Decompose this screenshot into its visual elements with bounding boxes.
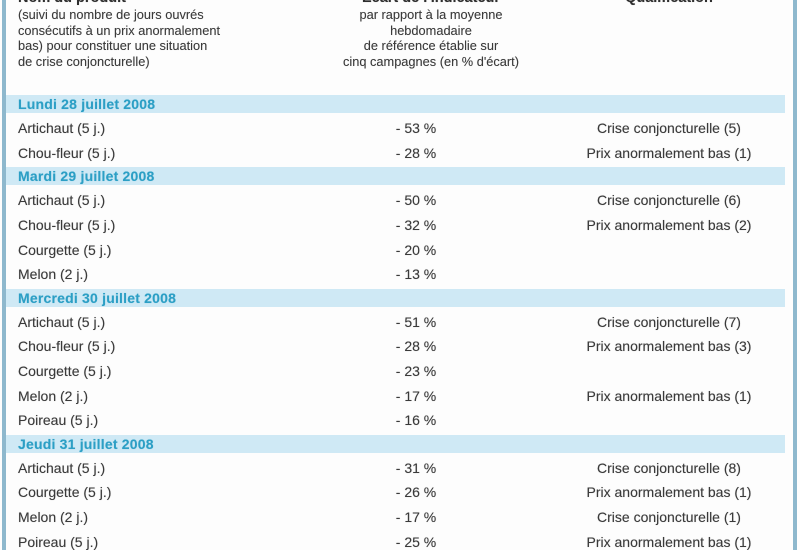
qualification-cell: Prix anormalement bas (1) bbox=[586, 144, 752, 161]
price-crisis-table: Nom du produit (suivi du nombre de jours… bbox=[6, 0, 793, 550]
product-cell: Courgette (5 j.) bbox=[18, 363, 112, 380]
ecart-cell: - 20 % bbox=[395, 241, 437, 258]
table-row: Chou-fleur (5 j.) - 28 % Prix anormaleme… bbox=[6, 141, 793, 166]
ecart-cell: - 31 % bbox=[395, 459, 437, 476]
section-date-label: Jeudi 31 juillet 2008 bbox=[18, 435, 154, 452]
column-subtitle-indicator-line: de référence établie sur bbox=[363, 38, 499, 53]
qualification-cell: Crise conjoncturelle (7) bbox=[597, 313, 741, 330]
qualification-cell: Prix anormalement bas (1) bbox=[586, 484, 752, 501]
product-cell: Melon (2 j.) bbox=[18, 509, 89, 526]
ecart-cell: - 26 % bbox=[395, 484, 437, 501]
table-row: Chou-fleur (5 j.) - 32 % Prix anormaleme… bbox=[6, 213, 793, 238]
section-date-band: Mercredi 30 juillet 2008 bbox=[6, 288, 785, 307]
ecart-cell: - 28 % bbox=[395, 144, 437, 161]
column-subtitle-product-line: de crise conjoncturelle) bbox=[18, 53, 150, 69]
table-row: Melon (2 j.) - 17 % Prix anormalement ba… bbox=[6, 383, 793, 408]
ecart-cell: - 50 % bbox=[395, 192, 437, 209]
product-cell: Melon (2 j.) bbox=[18, 387, 89, 404]
section-date-label: Mardi 29 juillet 2008 bbox=[18, 168, 155, 185]
ecart-cell: - 28 % bbox=[395, 338, 437, 355]
qualification-cell: Crise conjoncturelle (8) bbox=[597, 459, 741, 476]
section-date-label: Lundi 28 juillet 2008 bbox=[18, 96, 156, 112]
column-subtitle-product-line: consécutifs à un prix anormalement bbox=[18, 22, 221, 38]
column-subtitle-product-line: (suivi du nombre de jours ouvrés bbox=[18, 7, 204, 22]
product-cell: Chou-fleur (5 j.) bbox=[18, 338, 116, 355]
table-row: Artichaut (5 j.) - 51 % Crise conjonctur… bbox=[6, 310, 793, 335]
table-row: Artichaut (5 j.) - 31 % Crise conjonctur… bbox=[6, 456, 793, 481]
column-header-indicator: Écart de l'indicateur par rapport à la m… bbox=[336, 0, 526, 69]
product-cell: Courgette (5 j.) bbox=[18, 241, 112, 258]
ecart-cell: - 17 % bbox=[395, 387, 437, 404]
ecart-cell: - 32 % bbox=[395, 217, 437, 234]
qualification-cell: Prix anormalement bas (1) bbox=[586, 533, 752, 550]
product-cell: Melon (2 j.) bbox=[18, 266, 89, 283]
table-row: Poireau (5 j.) - 25 % Prix anormalement … bbox=[6, 529, 793, 550]
qualification-cell: Crise conjoncturelle (6) bbox=[597, 192, 741, 209]
qualification-cell: Prix anormalement bas (2) bbox=[586, 217, 752, 234]
table-row: Courgette (5 j.) - 23 % bbox=[6, 359, 793, 384]
ecart-cell: - 25 % bbox=[395, 533, 437, 550]
product-cell: Courgette (5 j.) bbox=[18, 484, 112, 501]
qualification-cell: Prix anormalement bas (3) bbox=[586, 338, 752, 355]
qualification-cell: Crise conjoncturelle (5) bbox=[597, 120, 741, 137]
day-section: Mercredi 30 juillet 2008 Artichaut (5 j.… bbox=[6, 288, 793, 433]
ecart-cell: - 51 % bbox=[395, 313, 437, 330]
ecart-cell: - 13 % bbox=[395, 266, 437, 283]
ecart-cell: - 53 % bbox=[395, 120, 437, 137]
table-row: Melon (2 j.) - 17 % Crise conjoncturelle… bbox=[6, 505, 793, 530]
table-body: Lundi 28 juillet 2008 Artichaut (5 j.) -… bbox=[6, 95, 793, 550]
section-date-band: Lundi 28 juillet 2008 bbox=[6, 95, 785, 113]
column-title-product: Nom du produit bbox=[18, 0, 336, 7]
section-date-label: Mercredi 30 juillet 2008 bbox=[18, 289, 177, 306]
day-section: Lundi 28 juillet 2008 Artichaut (5 j.) -… bbox=[6, 95, 793, 165]
qualification-cell: Crise conjoncturelle (1) bbox=[597, 509, 741, 526]
column-header-qualification: Qualification bbox=[551, 0, 787, 69]
column-subtitle-indicator-line: par rapport à la moyenne hebdomadaire bbox=[359, 7, 503, 38]
product-cell: Artichaut (5 j.) bbox=[18, 192, 106, 209]
product-cell: Chou-fleur (5 j.) bbox=[18, 144, 116, 161]
product-cell: Artichaut (5 j.) bbox=[18, 120, 106, 137]
qualification-cell: Prix anormalement bas (1) bbox=[586, 387, 752, 404]
table-row: Artichaut (5 j.) - 53 % Crise conjonctur… bbox=[6, 116, 793, 141]
ecart-cell: - 23 % bbox=[395, 363, 437, 380]
product-cell: Artichaut (5 j.) bbox=[18, 313, 106, 330]
product-cell: Chou-fleur (5 j.) bbox=[18, 217, 116, 234]
day-section: Mardi 29 juillet 2008 Artichaut (5 j.) -… bbox=[6, 167, 793, 286]
section-date-band: Mardi 29 juillet 2008 bbox=[6, 167, 785, 186]
column-title-indicator: Écart de l'indicateur bbox=[336, 0, 526, 7]
table-header: Nom du produit (suivi du nombre de jours… bbox=[6, 0, 793, 69]
day-section: Jeudi 31 juillet 2008 Artichaut (5 j.) -… bbox=[6, 434, 793, 550]
product-cell: Artichaut (5 j.) bbox=[18, 459, 106, 476]
ecart-cell: - 17 % bbox=[395, 509, 437, 526]
table-row: Melon (2 j.) - 13 % bbox=[6, 262, 793, 287]
column-subtitle-product-line: bas) pour constituer une situation bbox=[18, 38, 208, 53]
column-header-product: Nom du produit (suivi du nombre de jours… bbox=[6, 0, 336, 69]
ecart-cell: - 16 % bbox=[395, 412, 437, 429]
table-row: Courgette (5 j.) - 26 % Prix anormalemen… bbox=[6, 480, 793, 505]
table-row: Poireau (5 j.) - 16 % bbox=[6, 408, 793, 433]
table-row: Chou-fleur (5 j.) - 28 % Prix anormaleme… bbox=[6, 334, 793, 359]
table-row: Artichaut (5 j.) - 50 % Crise conjonctur… bbox=[6, 188, 793, 213]
column-title-qualification: Qualification bbox=[551, 0, 787, 7]
product-cell: Poireau (5 j.) bbox=[18, 533, 99, 550]
table-row: Courgette (5 j.) - 20 % bbox=[6, 237, 793, 262]
column-subtitle-indicator-line: cinq campagnes (en % d'écart) bbox=[342, 53, 519, 69]
product-cell: Poireau (5 j.) bbox=[18, 412, 99, 429]
section-date-band: Jeudi 31 juillet 2008 bbox=[6, 434, 785, 453]
